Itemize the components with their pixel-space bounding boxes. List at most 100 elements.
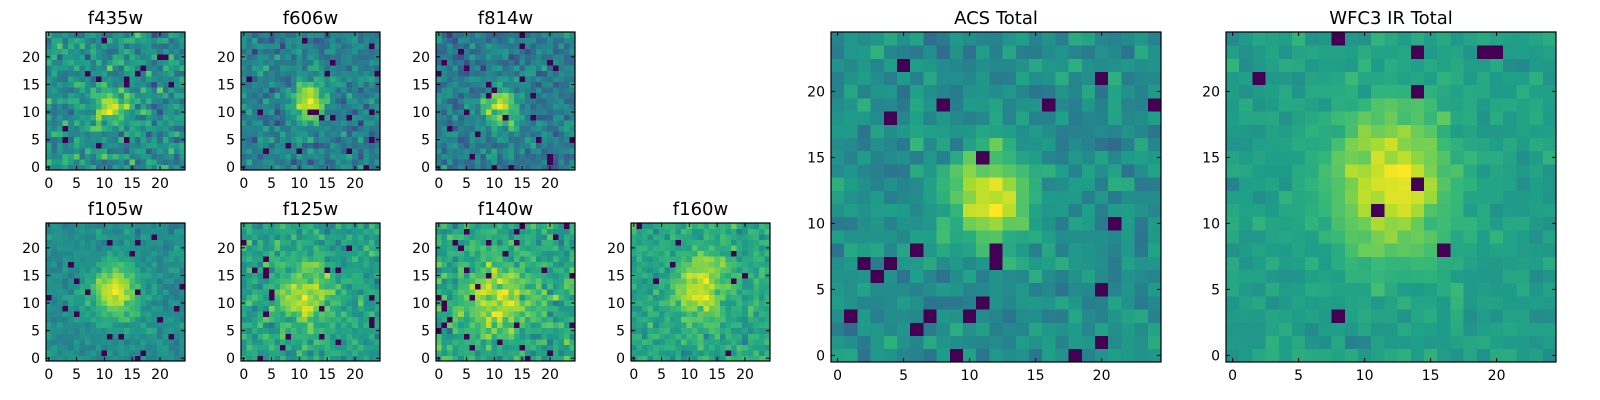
heatmap-cell: [324, 289, 331, 296]
heatmap-cell: [257, 76, 264, 83]
heatmap-cell: [257, 316, 264, 323]
heatmap-cell: [441, 272, 448, 279]
heatmap-cell: [441, 70, 448, 77]
heatmap-cell: [480, 228, 487, 235]
heatmap-cell: [1042, 282, 1056, 297]
heatmap-cell: [469, 223, 476, 229]
heatmap-cell: [335, 103, 342, 110]
heatmap-cell: [162, 349, 169, 356]
heatmap-cell: [46, 333, 52, 340]
heatmap-cell: [274, 153, 281, 160]
heatmap-cell: [368, 261, 375, 268]
heatmap-cell: [329, 103, 336, 110]
heatmap-cell: [51, 87, 58, 94]
heatmap-cell: [458, 98, 465, 105]
heatmap-cell: [173, 322, 180, 329]
heatmap-cell: [764, 234, 771, 240]
heatmap-cell: [530, 349, 537, 356]
heatmap-cell: [179, 289, 186, 296]
heatmap-cell: [447, 349, 454, 356]
heatmap-cell: [357, 59, 364, 66]
heatmap-cell: [324, 267, 331, 274]
heatmap-cell: [1134, 296, 1149, 310]
heatmap-cell: [107, 125, 114, 132]
heatmap-cell: [263, 322, 270, 329]
heatmap-cell: [502, 250, 509, 257]
heatmap-cell: [642, 327, 649, 334]
heatmap-cell: [736, 294, 743, 301]
y-tick-label: 0: [226, 351, 235, 367]
heatmap-cell: [436, 322, 442, 329]
heatmap-cell: [318, 120, 325, 127]
heatmap-cell: [123, 54, 130, 60]
heatmap-cell: [274, 289, 281, 296]
heatmap-cell: [502, 300, 509, 307]
heatmap-cell: [313, 142, 320, 149]
heatmap-cell: [324, 87, 331, 94]
heatmap-cell: [703, 322, 710, 329]
heatmap-cell: [274, 322, 281, 329]
heatmap-cell: [502, 125, 509, 132]
heatmap-cell: [157, 289, 164, 296]
heatmap-cell: [263, 153, 270, 160]
heatmap-cell: [168, 70, 175, 77]
heatmap-cell: [118, 54, 125, 60]
heatmap-cell: [252, 103, 259, 110]
heatmap-cell: [374, 153, 381, 160]
heatmap-cell: [519, 349, 526, 356]
heatmap-cell: [263, 245, 270, 251]
heatmap-cell: [46, 147, 52, 154]
heatmap-cell: [368, 65, 375, 71]
heatmap-cell: [541, 109, 548, 116]
heatmap-cell: [697, 267, 704, 274]
heatmap-cell: [692, 311, 699, 318]
heatmap-cell: [84, 142, 91, 149]
heatmap-cell: [51, 37, 58, 44]
heatmap-cell: [162, 300, 169, 307]
heatmap-cell: [569, 125, 576, 132]
heatmap-cell: [46, 261, 52, 268]
heatmap-cell: [569, 250, 576, 257]
heatmap-cell: [374, 311, 381, 318]
heatmap-cell: [90, 344, 97, 351]
heatmap-cell: [274, 272, 281, 279]
heatmap-cell: [1029, 164, 1043, 178]
heatmap-cell: [563, 289, 570, 296]
heatmap-cell: [1029, 177, 1043, 191]
heatmap-cells: [241, 32, 381, 171]
heatmap-cell: [764, 250, 771, 257]
heatmap-cell: [452, 305, 459, 312]
heatmap-cell: [764, 223, 771, 229]
heatmap-cell: [675, 278, 682, 285]
heatmap-cell: [252, 300, 259, 307]
heatmap-cell: [285, 164, 292, 171]
heatmap-cell: [653, 333, 660, 340]
heatmap-cell: [268, 120, 275, 127]
heatmap-cell: [179, 294, 186, 301]
heatmap-cell: [90, 125, 97, 132]
heatmap-cell: [486, 250, 492, 257]
heatmap-cell: [949, 177, 964, 191]
heatmap-cell: [524, 32, 531, 38]
heatmap-cell: [368, 98, 375, 105]
heatmap-cell: [653, 250, 660, 257]
heatmap-cell: [246, 333, 253, 340]
heatmap-cell: [486, 239, 492, 246]
heatmap-cell: [441, 81, 448, 88]
heatmap-cell: [513, 305, 520, 312]
heatmap-cell: [675, 338, 682, 345]
heatmap-cell: [173, 32, 180, 38]
heatmap-cell: [480, 289, 487, 296]
heatmap-cell: [274, 43, 281, 49]
heatmap-cell: [469, 59, 476, 66]
heatmap-cell: [140, 43, 147, 49]
heatmap-cell: [279, 250, 286, 257]
heatmap-cell: [73, 234, 80, 240]
heatmap-cell: [79, 322, 86, 329]
heatmap-cell: [569, 59, 576, 66]
heatmap-cell: [458, 311, 465, 318]
heatmap-cell: [302, 300, 309, 307]
heatmap-cell: [363, 147, 370, 154]
heatmap-cell: [140, 322, 147, 329]
heatmap-cell: [519, 147, 526, 154]
